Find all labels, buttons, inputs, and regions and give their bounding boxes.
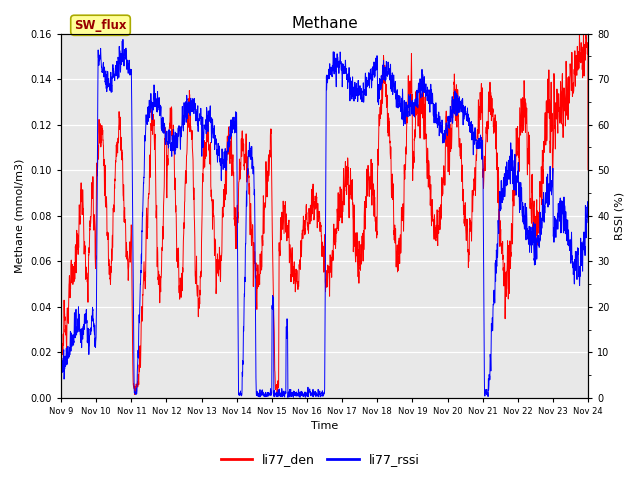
Legend: li77_den, li77_rssi: li77_den, li77_rssi <box>216 448 424 471</box>
Y-axis label: RSSI (%): RSSI (%) <box>615 192 625 240</box>
Title: Methane: Methane <box>291 16 358 31</box>
Text: SW_flux: SW_flux <box>74 19 127 32</box>
X-axis label: Time: Time <box>311 421 338 432</box>
Y-axis label: Methane (mmol/m3): Methane (mmol/m3) <box>15 158 25 273</box>
